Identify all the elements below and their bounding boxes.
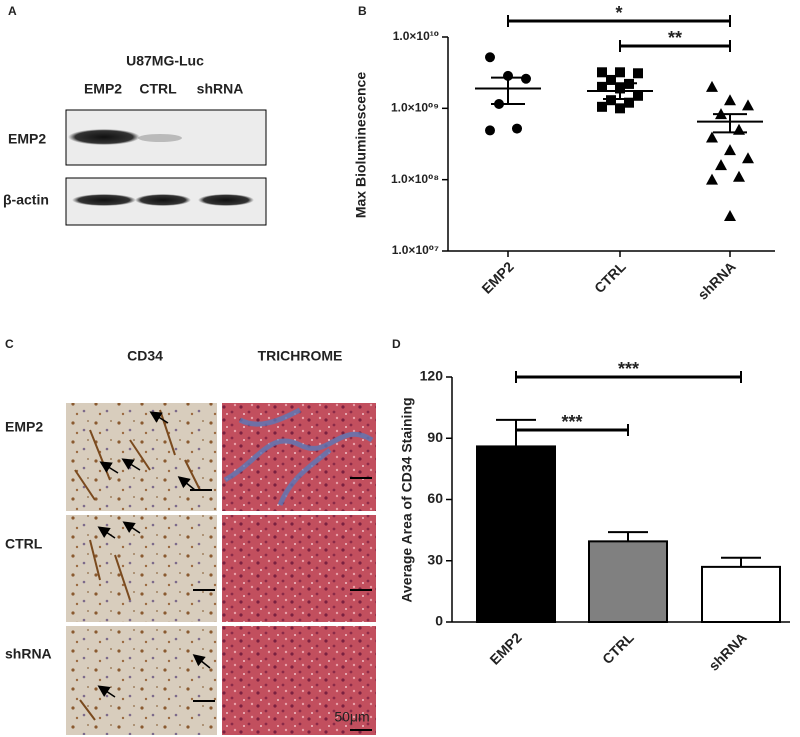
lane-label: EMP2 bbox=[84, 81, 122, 97]
column-label: CD34 bbox=[127, 348, 163, 364]
y-tick-label: 60 bbox=[427, 490, 443, 506]
y-tick-label: 1.0×10⁰⁷ bbox=[392, 243, 439, 257]
y-tick-label: 120 bbox=[420, 368, 444, 384]
panel-label: B bbox=[358, 4, 367, 18]
bar bbox=[476, 445, 556, 623]
data-point bbox=[742, 99, 754, 111]
blot-band bbox=[138, 134, 182, 142]
data-point bbox=[485, 125, 495, 136]
row-label: CTRL bbox=[5, 536, 43, 552]
lane-label: CTRL bbox=[139, 81, 177, 97]
blot-band bbox=[68, 129, 140, 145]
x-tick-label: shRNA bbox=[705, 629, 749, 673]
bar bbox=[701, 565, 781, 623]
column-label: TRICHROME bbox=[258, 348, 343, 364]
y-axis-label: Max Bioluminescence bbox=[353, 72, 369, 218]
data-point bbox=[606, 74, 616, 85]
row-label: EMP2 bbox=[5, 419, 43, 435]
x-tick-label: CTRL bbox=[591, 258, 629, 296]
data-point bbox=[633, 90, 643, 101]
data-point bbox=[485, 52, 495, 63]
data-point bbox=[706, 173, 718, 185]
x-tick-label: shRNA bbox=[694, 258, 738, 302]
data-point bbox=[615, 103, 625, 114]
y-tick-label: 1.0×10¹⁰ bbox=[393, 29, 439, 43]
x-tick-label: CTRL bbox=[599, 629, 637, 667]
data-point bbox=[597, 81, 607, 92]
panel-label: D bbox=[392, 337, 401, 351]
data-point bbox=[606, 95, 616, 106]
significance-label: *** bbox=[618, 359, 639, 379]
y-tick-label: 30 bbox=[427, 551, 443, 567]
histology-images bbox=[66, 403, 376, 735]
significance-label: * bbox=[615, 3, 622, 23]
significance-label: *** bbox=[561, 412, 582, 432]
data-point bbox=[597, 67, 607, 78]
data-point bbox=[715, 159, 727, 171]
data-point bbox=[724, 144, 736, 156]
y-tick-label: 1.0×10⁰⁹ bbox=[391, 101, 439, 115]
y-tick-label: 1.0×10⁰⁸ bbox=[391, 172, 439, 186]
data-point bbox=[742, 152, 754, 164]
row-label: shRNA bbox=[5, 646, 52, 662]
bar bbox=[588, 540, 668, 624]
x-tick-label: EMP2 bbox=[486, 629, 524, 667]
data-point bbox=[733, 170, 745, 182]
data-point bbox=[521, 73, 531, 84]
x-tick-label: EMP2 bbox=[478, 258, 516, 296]
data-point bbox=[724, 209, 736, 221]
cell-line: U87MG-Luc bbox=[126, 53, 204, 69]
data-point bbox=[624, 97, 634, 108]
data-point bbox=[706, 80, 718, 92]
scale-bar-label: 50μm bbox=[334, 709, 369, 725]
data-point bbox=[633, 68, 643, 79]
significance-label: ** bbox=[668, 28, 682, 48]
blot-band bbox=[72, 194, 136, 206]
y-tick-label: 0 bbox=[435, 613, 443, 629]
data-point bbox=[597, 101, 607, 112]
panel-label: A bbox=[8, 4, 17, 18]
lane-label: shRNA bbox=[197, 81, 244, 97]
y-tick-label: 90 bbox=[427, 429, 443, 445]
data-point bbox=[615, 67, 625, 78]
data-point bbox=[706, 131, 718, 143]
y-axis-label: Average Area of CD34 Staining bbox=[399, 397, 415, 602]
blot-band bbox=[198, 194, 254, 206]
panel-label: C bbox=[5, 337, 14, 351]
blot-band bbox=[135, 194, 191, 206]
blot-row-label: EMP2 bbox=[8, 131, 46, 147]
data-point bbox=[512, 123, 522, 134]
data-point bbox=[724, 94, 736, 106]
blot-row-label: β-actin bbox=[3, 192, 49, 208]
